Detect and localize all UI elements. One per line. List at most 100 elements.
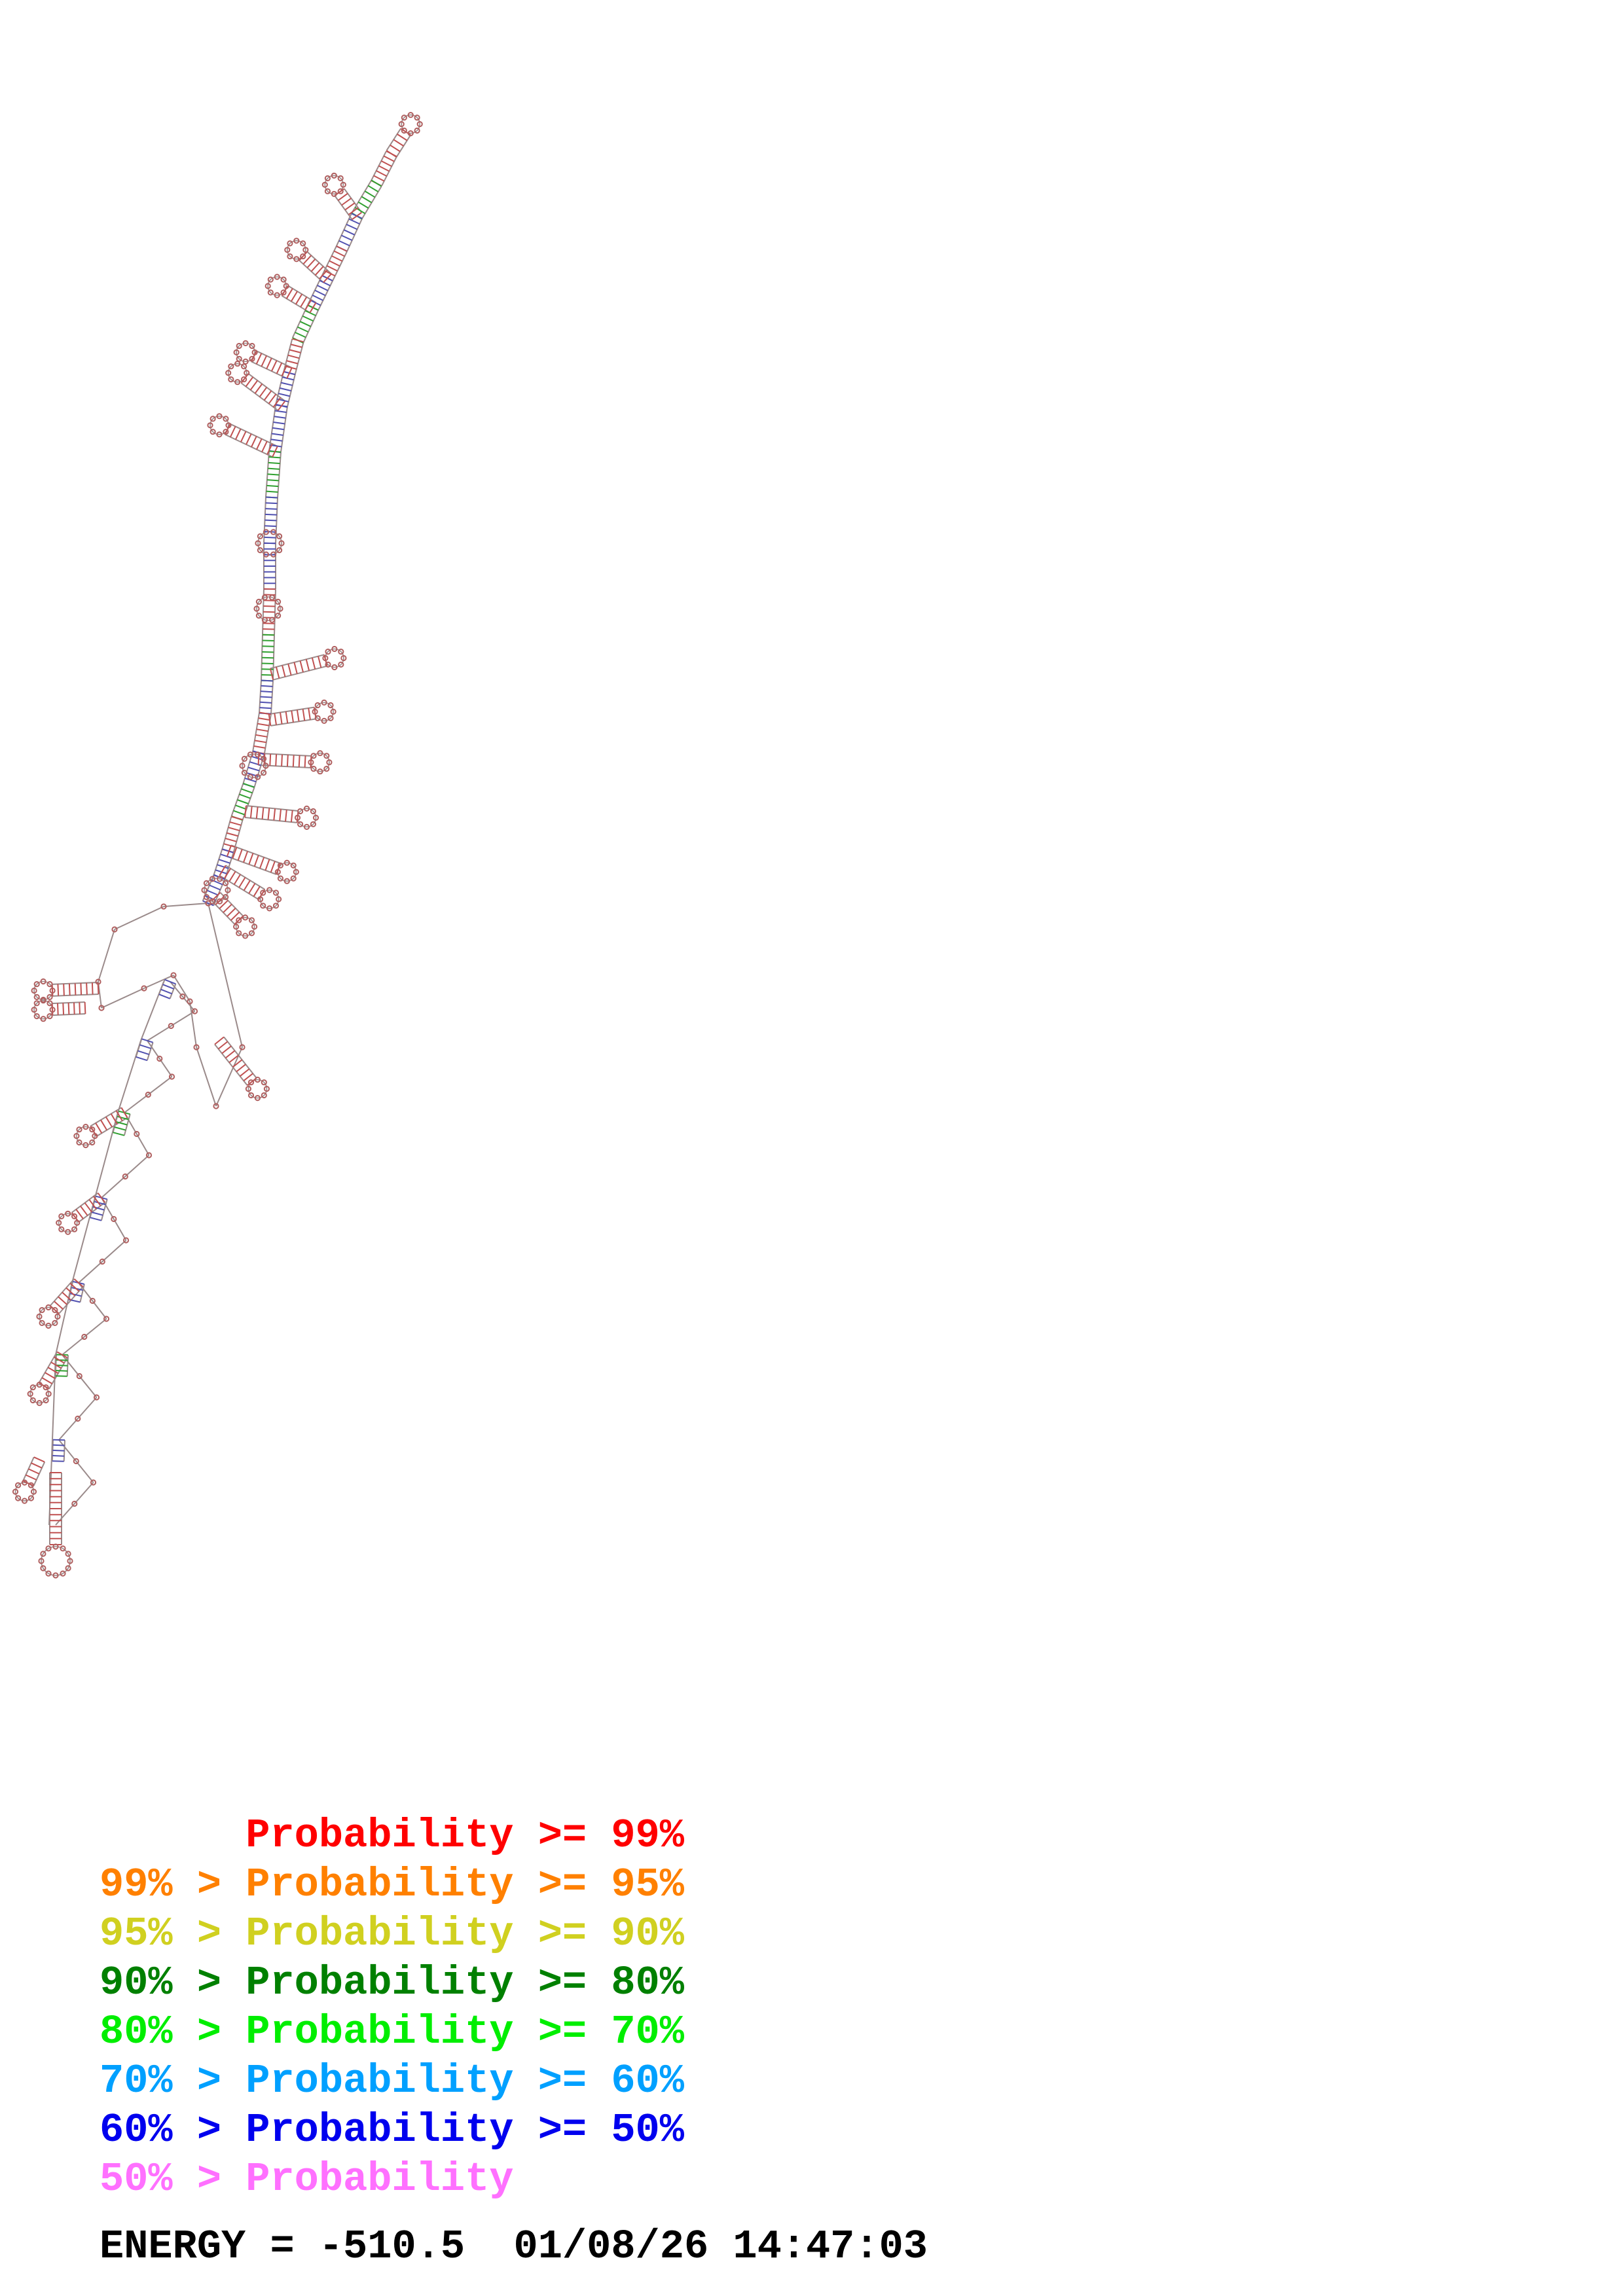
nucleotide <box>234 361 241 367</box>
branch-helix <box>230 911 240 921</box>
nucleotide <box>233 924 240 930</box>
branch-helix <box>266 443 273 455</box>
chain-helix <box>91 1211 103 1216</box>
nucleotide <box>225 887 231 893</box>
branch-helix <box>397 134 408 141</box>
trunk-helix <box>274 410 287 413</box>
branch-helix <box>309 302 317 314</box>
backbone-segment <box>270 654 325 670</box>
branch-helix <box>285 288 293 299</box>
hairpin-loop <box>210 416 229 435</box>
branch-helix <box>279 809 282 821</box>
chain-helix <box>113 1132 125 1136</box>
energy-timestamp: ENERGY = -510.5 01/08/26 14:47:03 <box>100 2223 928 2270</box>
trunk-helix <box>265 496 278 499</box>
nucleotide <box>233 349 240 356</box>
branch-helix <box>386 150 397 158</box>
nucleotide <box>300 240 306 247</box>
nucleotide <box>27 1495 35 1501</box>
backbone-segment <box>169 983 177 999</box>
trunk-helix <box>331 255 343 262</box>
backbone-segment <box>395 134 412 158</box>
nucleotide <box>31 987 37 994</box>
nucleotide <box>65 1551 71 1557</box>
branch-helix <box>285 711 289 724</box>
chain-helix <box>117 1115 129 1121</box>
branch-helix <box>302 709 306 721</box>
trunk-helix <box>244 778 257 783</box>
branch-helix <box>79 1002 81 1014</box>
trunk-helix <box>231 816 243 821</box>
branch-helix <box>310 262 320 272</box>
nucleotide <box>249 342 255 350</box>
branch-helix <box>270 360 278 372</box>
nucleotide <box>290 862 297 869</box>
branch-helix <box>274 713 277 725</box>
nucleotide <box>263 529 269 535</box>
trunk-helix <box>261 685 273 687</box>
nucleotide <box>103 1316 110 1322</box>
nucleotide <box>98 1005 105 1011</box>
trunk-helix <box>338 240 350 247</box>
nucleotide <box>247 751 253 758</box>
nucleotide <box>325 649 331 655</box>
backbone-segment <box>272 665 327 681</box>
nucleotide <box>73 1458 79 1465</box>
nucleotide <box>38 1558 45 1564</box>
nucleotide <box>267 289 274 296</box>
trunk-helix <box>297 326 309 333</box>
nucleotide <box>33 981 40 988</box>
rna-secondary-structure <box>12 112 423 1579</box>
branch-helix <box>115 1110 123 1121</box>
trunk-helix <box>285 365 297 370</box>
branch-helix <box>25 1474 37 1480</box>
nucleotide <box>274 292 280 298</box>
branch-helix <box>306 259 316 268</box>
nucleotide <box>168 1022 174 1030</box>
chain-helix <box>56 1364 68 1367</box>
branch-helix <box>239 1068 250 1077</box>
branch-helix <box>276 863 282 875</box>
base-pair-ladders <box>22 128 411 1545</box>
trunk-helix <box>264 536 276 539</box>
branch-helix <box>228 1054 239 1064</box>
backbone-segment <box>258 764 311 768</box>
nucleotide <box>276 896 282 903</box>
backbone-segment <box>223 1036 257 1079</box>
hairpin-loop <box>14 1482 35 1501</box>
backbone-segment <box>147 1011 196 1041</box>
branch-helix <box>253 886 261 897</box>
branch-helix <box>249 806 253 818</box>
branch-helix <box>243 851 249 863</box>
nucleotide <box>244 370 250 376</box>
trunk-helix <box>254 740 266 744</box>
nucleotide <box>46 1013 53 1020</box>
nucleotide <box>323 766 330 772</box>
trunk-helix <box>279 387 292 392</box>
nucleotide <box>191 1008 198 1014</box>
branch-helix <box>299 660 304 673</box>
trunk-helix <box>289 349 301 353</box>
branch-helix <box>256 439 263 450</box>
trunk-helix <box>299 321 312 327</box>
nucleotide <box>263 1086 270 1092</box>
branch-helix <box>232 1059 243 1068</box>
branch-helix <box>84 1202 93 1213</box>
nucleotide <box>241 363 247 370</box>
nucleotide <box>58 1226 65 1232</box>
nucleotide <box>58 1213 65 1220</box>
nucleotide <box>398 121 405 128</box>
nucleotide <box>274 274 280 280</box>
nucleotide <box>225 370 232 376</box>
nucleotide <box>67 1558 73 1564</box>
nucleotide <box>326 759 333 766</box>
trunk-helix <box>286 360 299 365</box>
branch-helix <box>223 868 232 879</box>
branch-helix <box>299 251 308 261</box>
nucleotide <box>287 253 293 260</box>
nucleotide <box>248 917 255 924</box>
nucleotide <box>414 115 420 121</box>
nucleotide <box>303 823 310 831</box>
trunk-helix <box>220 853 232 859</box>
backbone-segment <box>173 975 191 1002</box>
